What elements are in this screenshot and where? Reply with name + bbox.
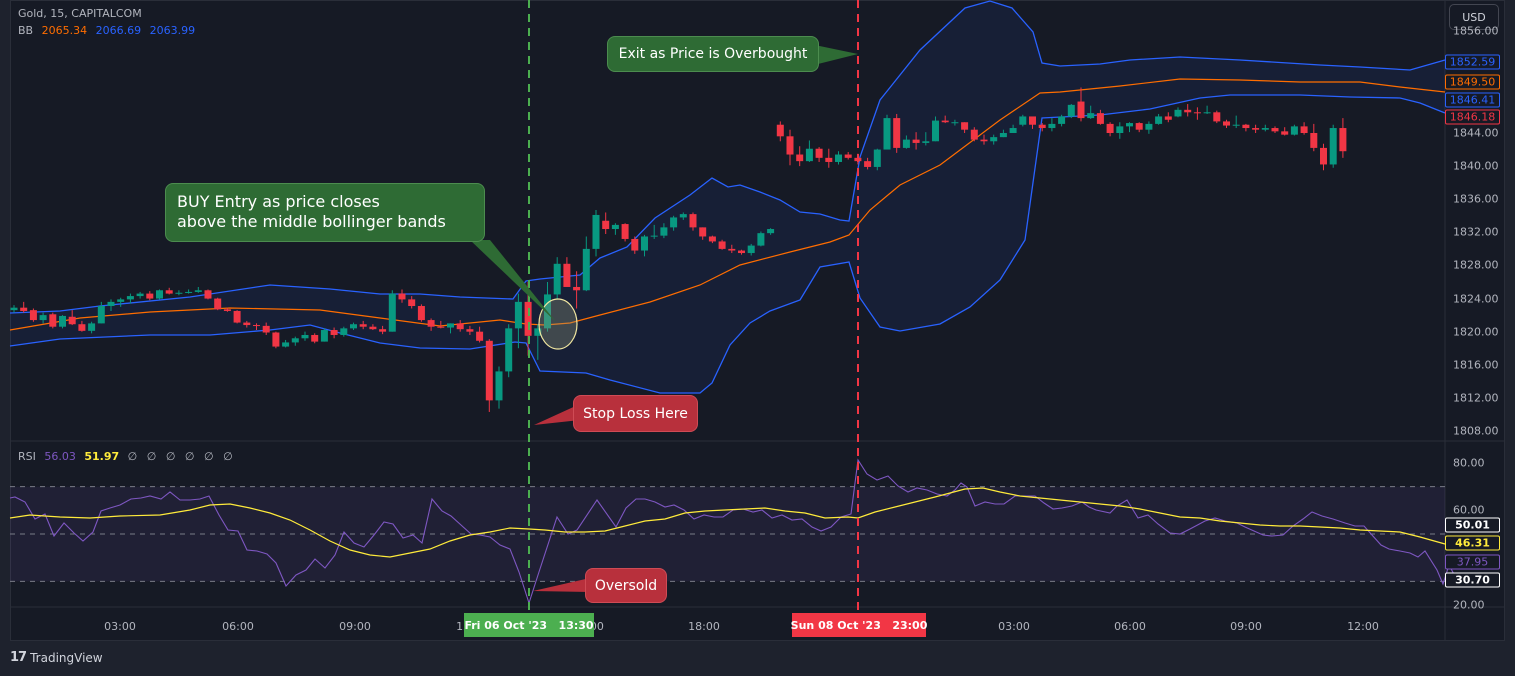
stop-loss-pointer	[534, 404, 580, 425]
price-tag: 1852.59	[1445, 54, 1500, 70]
time-axis-label: 03:00	[998, 620, 1030, 633]
rsi-axis-label: 80.00	[1453, 456, 1485, 470]
price-axis-label: 1828.00	[1453, 258, 1499, 272]
rsi-lines	[9, 458, 1457, 605]
exit-callout-text: Exit as Price is Overbought	[618, 46, 808, 62]
price-axis-label: 1820.00	[1453, 325, 1499, 339]
time-axis-label: 09:00	[339, 620, 371, 633]
price-tag: 1846.41	[1445, 92, 1500, 108]
rsi-legend[interactable]: RSI 56.03 51.97 ∅ ∅ ∅ ∅ ∅ ∅	[18, 450, 241, 463]
buy-callout-pointer	[470, 240, 556, 322]
exit-time-tag: Sun 08 Oct '23 23:00	[790, 613, 928, 637]
rsi-value-tag: 30.70	[1445, 572, 1500, 588]
rsi-axis-label: 20.00	[1453, 598, 1485, 612]
price-axis-label: 1824.00	[1453, 292, 1499, 306]
chart-frame	[10, 0, 1505, 641]
price-axis-label: 1812.00	[1453, 391, 1499, 405]
footer-branding[interactable]: 17 TradingView	[10, 650, 103, 665]
oversold-pointer	[533, 578, 590, 592]
buy-time-tag: Fri 06 Oct '23 13:30	[464, 613, 594, 637]
currency-label: USD	[1462, 10, 1486, 24]
rsi-label: RSI	[18, 450, 36, 463]
exit-callout[interactable]: Exit as Price is Overbought	[607, 36, 819, 72]
bollinger-band-fill	[10, 1, 1445, 393]
rsi-band-background	[10, 486, 1445, 582]
oversold-callout[interactable]: Oversold	[585, 568, 667, 603]
time-axis-label: 03:00	[104, 620, 136, 633]
tradingview-brand: TradingView	[30, 650, 103, 665]
currency-button[interactable]: USD	[1449, 4, 1499, 30]
price-axis-label: 1836.00	[1453, 192, 1499, 206]
rsi-axis-label: 60.00	[1453, 503, 1485, 517]
symbol-title: Gold, 15, CAPITALCOM	[18, 7, 142, 20]
price-tag: 1849.50	[1445, 74, 1500, 90]
price-axis-label: 1816.00	[1453, 358, 1499, 372]
bb-label: BB	[18, 24, 34, 37]
exit-callout-pointer	[810, 44, 858, 66]
entry-highlight-ellipse	[538, 298, 578, 350]
buy-time-label: Fri 06 Oct '23 13:30	[464, 618, 594, 632]
tradingview-logo-icon: 17	[10, 650, 27, 665]
bb-basis-value: 2065.34	[41, 24, 88, 37]
bb-lower-value: 2063.99	[149, 24, 196, 37]
time-axis-label: 09:00	[1230, 620, 1262, 633]
bb-legend[interactable]: BB 2065.34 2066.69 2063.99	[18, 24, 200, 37]
time-axis-label: 06:00	[222, 620, 254, 633]
price-axis-label: 1832.00	[1453, 225, 1499, 239]
rsi-value-tag: 50.01	[1445, 517, 1500, 533]
buy-entry-line1: BUY Entry as price closes	[177, 192, 380, 211]
bb-upper-value: 2066.69	[95, 24, 142, 37]
rsi-value-tag: 37.95	[1445, 554, 1500, 570]
rsi-ma-value: 51.97	[84, 450, 120, 463]
oversold-text: Oversold	[594, 577, 658, 594]
buy-entry-callout[interactable]: BUY Entry as price closes above the midd…	[165, 183, 485, 242]
rsi-value: 56.03	[44, 450, 76, 463]
price-axis-label: 1840.00	[1453, 159, 1499, 173]
stop-loss-text: Stop Loss Here	[583, 405, 688, 422]
price-axis-label: 1844.00	[1453, 126, 1499, 140]
price-tag: 1846.18	[1445, 109, 1500, 125]
candlestick-series	[10, 87, 1347, 412]
time-axis-label: 12:00	[1347, 620, 1379, 633]
time-axis-label: 18:00	[688, 620, 720, 633]
rsi-extra-values: ∅ ∅ ∅ ∅ ∅ ∅	[127, 450, 236, 463]
symbol-legend[interactable]: Gold, 15, CAPITALCOM	[18, 7, 147, 20]
stop-loss-callout[interactable]: Stop Loss Here	[573, 395, 698, 432]
buy-entry-line2: above the middle bollinger bands	[177, 212, 446, 231]
rsi-value-tag: 46.31	[1445, 535, 1500, 551]
exit-time-label: Sun 08 Oct '23 23:00	[790, 618, 928, 632]
price-axis-label: 1856.00	[1453, 24, 1499, 38]
price-axis-label: 1808.00	[1453, 424, 1499, 438]
time-axis-label: 06:00	[1114, 620, 1146, 633]
